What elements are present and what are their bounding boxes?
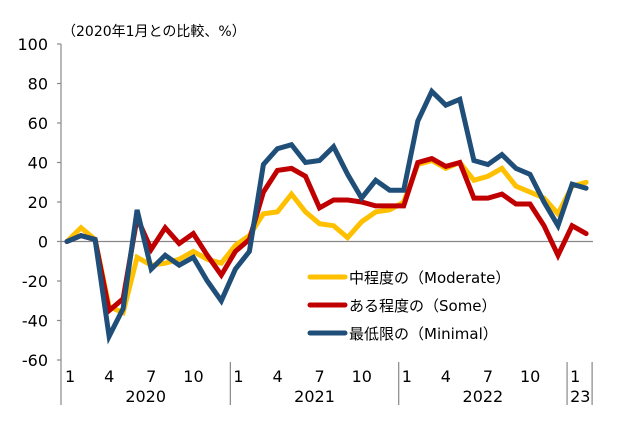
y-tick-label: 60 bbox=[28, 114, 48, 133]
x-month-label: 10 bbox=[183, 367, 203, 386]
x-year-label: 23 bbox=[570, 387, 590, 406]
x-month-label: 1 bbox=[233, 367, 243, 386]
x-month-label: 1 bbox=[570, 367, 580, 386]
x-year-label: 2022 bbox=[463, 387, 504, 406]
legend: 中程度の（Moderate） ある程度の（Some） 最低限の（Minimal） bbox=[307, 269, 510, 343]
x-month-label: 7 bbox=[315, 367, 325, 386]
x-month-label: 4 bbox=[272, 367, 282, 386]
x-month-label: 4 bbox=[441, 367, 451, 386]
series-line-2 bbox=[64, 87, 589, 345]
legend-label: 最低限の（Minimal） bbox=[349, 325, 498, 343]
legend-label: 中程度の（Moderate） bbox=[349, 269, 510, 287]
series-line-1 bbox=[64, 155, 589, 316]
x-year-label: 2021 bbox=[294, 387, 335, 406]
x-month-label: 7 bbox=[146, 367, 156, 386]
unit-label: （2020年1月との比較、%） bbox=[62, 24, 246, 40]
y-axis-ticks: 100 80 60 40 20 0 -20 -40 -60 bbox=[17, 35, 61, 370]
y-tick-label: 100 bbox=[17, 35, 48, 54]
y-tick-label: -20 bbox=[22, 272, 48, 291]
y-tick-label: 80 bbox=[28, 75, 48, 94]
y-tick-label: -40 bbox=[22, 312, 48, 331]
y-tick-label: 40 bbox=[28, 154, 48, 173]
series-lines bbox=[64, 87, 589, 345]
x-month-label: 1 bbox=[65, 367, 75, 386]
x-year-label: 2020 bbox=[125, 387, 166, 406]
x-axis: 1 4 7 10 1 4 7 10 1 4 7 10 1 2020 2021 2022 23 bbox=[65, 362, 593, 406]
x-month-label: 10 bbox=[520, 367, 540, 386]
x-month-label: 1 bbox=[402, 367, 412, 386]
x-month-label: 4 bbox=[104, 367, 114, 386]
y-tick-label: 0 bbox=[38, 233, 48, 252]
x-month-label: 7 bbox=[483, 367, 493, 386]
legend-label: ある程度の（Some） bbox=[349, 297, 497, 315]
y-tick-label: -60 bbox=[22, 351, 48, 370]
x-month-label: 10 bbox=[352, 367, 372, 386]
y-tick-label: 20 bbox=[28, 193, 48, 212]
